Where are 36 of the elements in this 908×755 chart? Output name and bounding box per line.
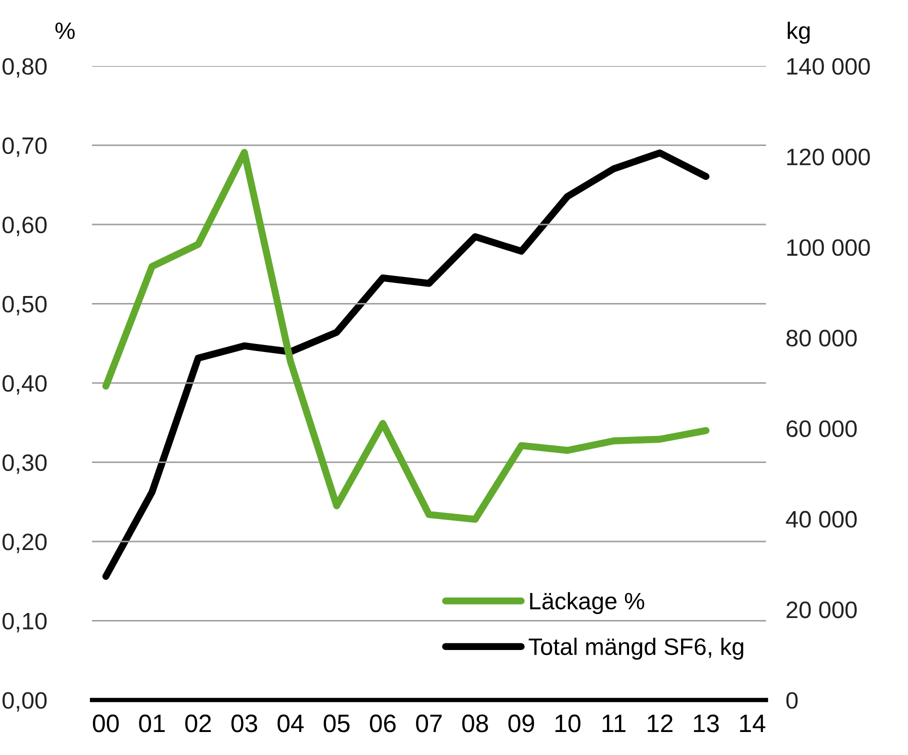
y2-tick-label: 0 [786, 692, 798, 709]
y2-tick-label: 40 000 [786, 510, 857, 528]
x-tick-label: 04 [278, 714, 304, 732]
x-tick-label: 06 [370, 714, 396, 732]
x-tick-label: 08 [462, 714, 488, 732]
y-tick-label: 0,40 [2, 375, 47, 395]
y-tick-label: 0,50 [2, 296, 47, 316]
x-tick-label: 07 [416, 714, 442, 732]
x-tick-label: 01 [139, 714, 165, 732]
y-tick-label: 0,70 [2, 137, 47, 157]
y-tick-label: 0,10 [2, 612, 47, 632]
x-tick-label: 00 [92, 714, 119, 732]
x-tick-label: 03 [231, 714, 258, 732]
y2-axis-title: kg [788, 22, 810, 44]
y-tick-label: 0,30 [2, 454, 47, 474]
x-tick-label: 11 [602, 714, 626, 732]
legend-label: Läckage % [530, 592, 644, 614]
y-tick-label: 0,00 [2, 692, 47, 712]
x-tick-label: 12 [648, 714, 672, 732]
x-tick-label: 10 [555, 714, 580, 732]
x-tick-label: 14 [740, 714, 766, 732]
y-tick-label: 0,20 [2, 534, 47, 554]
y2-tick-label: 100 000 [787, 239, 870, 256]
y-tick-label: 0,80 [2, 58, 47, 78]
x-tick-label: 13 [694, 714, 719, 732]
y-tick-label: 0,60 [2, 216, 47, 236]
y2-tick-label: 20 000 [786, 601, 857, 618]
y2-tick-label: 120 000 [787, 148, 870, 166]
legend-label: Total mängd SF6, kg [528, 638, 744, 660]
y2-tick-label: 80 000 [786, 330, 857, 346]
x-tick-label: 02 [185, 714, 211, 732]
x-tick-label: 09 [508, 714, 534, 732]
y2-tick-label: 60 000 [786, 420, 857, 438]
y2-tick-label: 140 000 [787, 58, 870, 75]
y-axis-title: % [55, 22, 75, 40]
x-tick-label: 05 [324, 714, 350, 732]
